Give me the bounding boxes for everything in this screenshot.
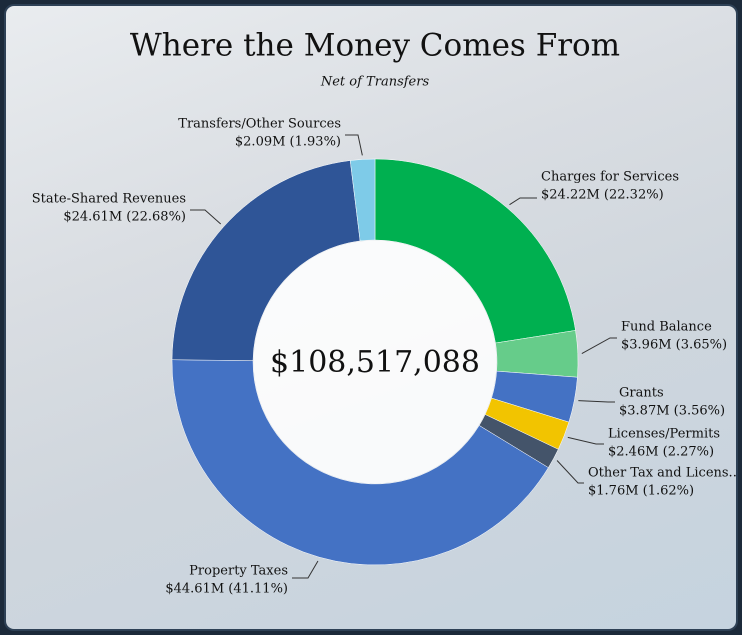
- segment-value-label: $44.61M (41.11%): [165, 582, 288, 597]
- segment-label: Grants: [619, 386, 664, 401]
- leader-line: [567, 436, 604, 445]
- chart-subtitle: Net of Transfers: [320, 75, 430, 90]
- segment-value-label: $3.96M (3.65%): [621, 338, 727, 353]
- leader-line: [581, 337, 617, 355]
- segment-value-label: $24.61M (22.68%): [63, 210, 186, 225]
- segment-label: Property Taxes: [189, 564, 288, 579]
- segment-value-label: $24.22M (22.32%): [541, 188, 664, 203]
- center-label: $108,517,088: [270, 345, 480, 380]
- leader-line: [292, 560, 319, 579]
- segment-label: State-Shared Revenues: [32, 192, 186, 207]
- donut-segment: [171, 160, 361, 361]
- donut-segment: [349, 158, 376, 242]
- segment-label: Transfers/Other Sources: [178, 117, 341, 132]
- leader-line: [556, 460, 584, 484]
- segment-value-label: $3.87M (3.56%): [619, 404, 725, 419]
- chart: Where the Money Comes From Net of Transf…: [32, 28, 736, 597]
- donut-segment: [374, 158, 576, 344]
- leader-line: [190, 209, 222, 225]
- segment-label: Other Tax and Licens...: [588, 466, 736, 481]
- leader-line: [509, 197, 537, 206]
- segment-label: Charges for Services: [541, 170, 679, 185]
- donut-hole: [253, 240, 497, 484]
- segment-value-label: $2.09M (1.93%): [235, 135, 341, 150]
- segment-label: Licenses/Permits: [608, 427, 720, 442]
- panel: Where the Money Comes From Net of Transf…: [6, 6, 736, 629]
- chart-title: Where the Money Comes From: [130, 28, 620, 64]
- segment-value-label: $2.46M (2.27%): [608, 445, 714, 460]
- segment-label: Fund Balance: [621, 320, 712, 335]
- leader-line: [345, 134, 363, 156]
- leader-line: [578, 400, 615, 403]
- segment-value-label: $1.76M (1.62%): [588, 484, 694, 499]
- donut-segment: [171, 359, 549, 566]
